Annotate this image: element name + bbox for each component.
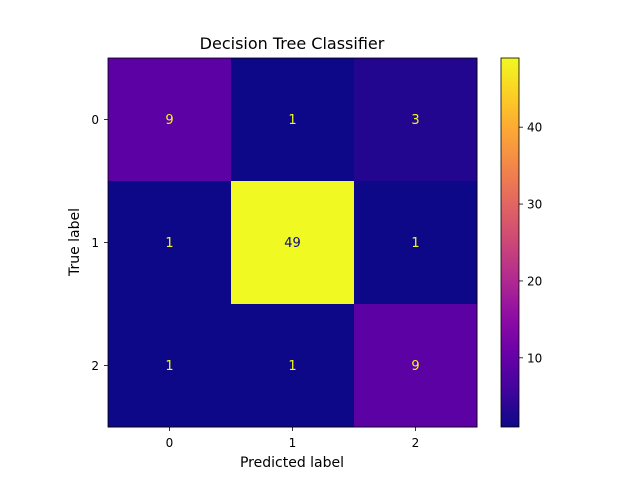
cell-value-r2-c0: 1 — [165, 359, 173, 374]
heatmap-cell-r2-c2 — [354, 304, 478, 428]
cell-value-r2-c2: 9 — [411, 359, 419, 374]
heatmap-cells — [108, 58, 478, 428]
y-tick-label-0: 0 — [91, 113, 99, 127]
cell-value-r1-c0: 1 — [165, 236, 173, 251]
x-tick-label-2: 2 — [412, 436, 420, 450]
cell-value-r1-c2: 1 — [411, 236, 419, 251]
chart-title: Decision Tree Classifier — [200, 34, 385, 53]
y-axis-ticks: 0 1 2 — [91, 113, 108, 373]
colorbar — [500, 57, 520, 428]
cell-value-r1-c1: 49 — [284, 236, 301, 251]
y-axis-label: True label — [67, 208, 83, 277]
colorbar-tick-label-30: 30 — [527, 198, 542, 212]
x-axis-ticks: 0 1 2 — [166, 427, 420, 450]
cell-value-r0-c0: 9 — [165, 113, 173, 128]
colorbar-tick-label-40: 40 — [527, 121, 542, 135]
cell-value-r0-c1: 1 — [288, 113, 296, 128]
heatmap-cell-r0-c2 — [354, 58, 478, 182]
colorbar-tick-label-20: 20 — [527, 274, 542, 288]
colorbar-tick-label-10: 10 — [527, 351, 542, 365]
y-tick-label-1: 1 — [91, 236, 99, 250]
heatmap-cell-r0-c0 — [108, 58, 232, 182]
y-tick-label-2: 2 — [91, 359, 99, 373]
x-tick-label-1: 1 — [289, 436, 297, 450]
x-axis-label: Predicted label — [240, 455, 344, 471]
heatmap-cell-r1-c1 — [231, 181, 355, 305]
heatmap-cell-r2-c1 — [231, 304, 355, 428]
heatmap-cell-r1-c0 — [108, 181, 232, 305]
heatmap-cell-r2-c0 — [108, 304, 232, 428]
heatmap-cell-r1-c2 — [354, 181, 478, 305]
cell-value-r2-c1: 1 — [288, 359, 296, 374]
cell-value-r0-c2: 3 — [411, 113, 419, 128]
x-tick-label-0: 0 — [166, 436, 174, 450]
cell-value-labels: 9 1 3 1 49 1 1 1 9 — [165, 113, 419, 374]
heatmap-cell-r0-c1 — [231, 58, 355, 182]
colorbar-ticks: 10 20 30 40 — [519, 121, 542, 365]
